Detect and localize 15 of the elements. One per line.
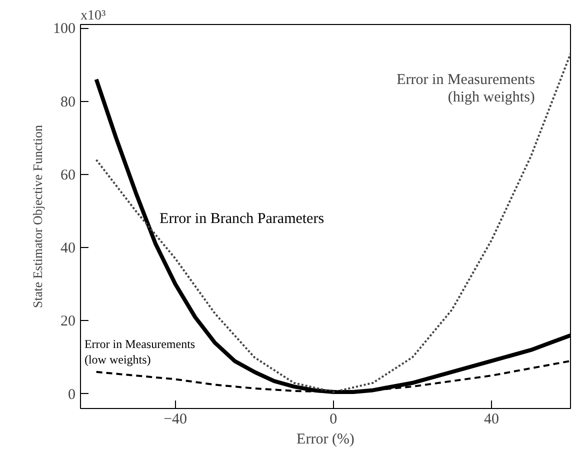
x-axis-title: Error (%) (296, 432, 354, 448)
y-axis-title: State Estimator Objective Function (30, 124, 45, 308)
series-label: Error in Measurements (high weights) (396, 72, 536, 106)
x-tick-label: −40 (164, 412, 188, 428)
y-tick-label: 0 (68, 386, 76, 403)
series-label: Error in Branch Parameters (160, 211, 324, 228)
y-tick-label: 80 (60, 94, 76, 110)
y-tick-label: 100 (53, 21, 76, 38)
y-tick-label: 60 (60, 167, 76, 184)
x-tick-label: 0 (330, 412, 338, 428)
y-tick-label: 40 (60, 240, 76, 257)
x-tick-label: 40 (484, 412, 499, 428)
text: x10³ (80, 8, 106, 24)
y-tick-label: 20 (60, 314, 76, 330)
series-label: Error in Measurements (low weights) (84, 337, 196, 367)
